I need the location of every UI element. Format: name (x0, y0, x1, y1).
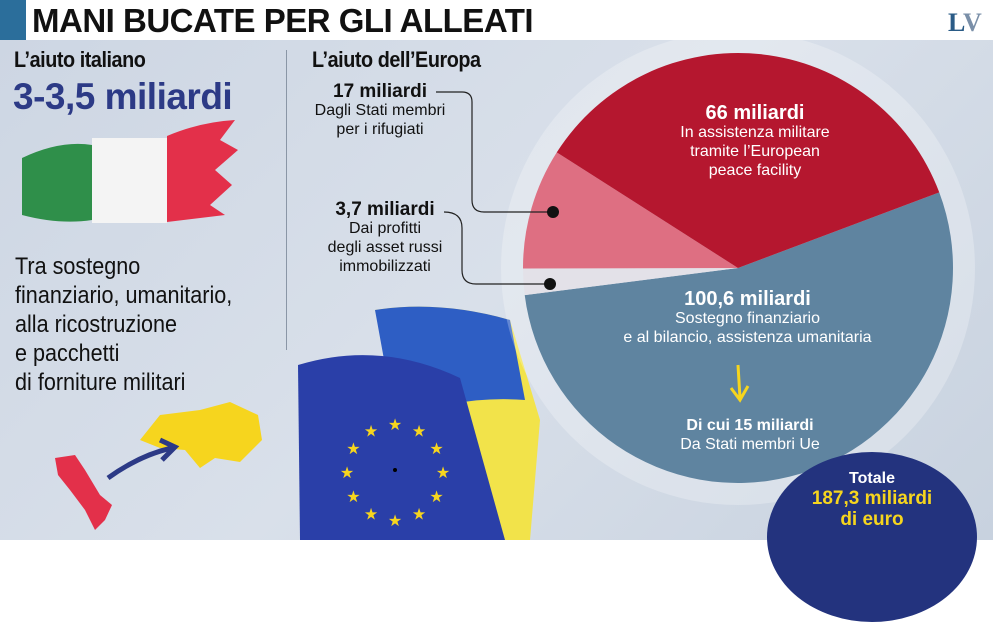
desc-line: finanziario, umanitario, (15, 282, 233, 309)
divider (286, 50, 287, 350)
eu-star-icon: ★ (364, 423, 378, 440)
pie-slice-0 (524, 192, 954, 484)
arrow-icon (106, 445, 173, 481)
slice-desc: tramite l’European (690, 143, 820, 160)
eu-stars-icon: ★★★★★★★★★ ★ ★★ (340, 417, 450, 530)
slice-label: 66 miliardi (705, 102, 805, 124)
total-unit: di euro (840, 509, 904, 530)
total-label: Totale (849, 470, 895, 487)
sub-label: Di cui 15 miliardi (686, 417, 814, 434)
down-arrow-icon (729, 364, 750, 403)
flags-icon (298, 306, 540, 540)
pie-slice-1 (523, 268, 738, 296)
italy-heading: L’aiuto italiano (14, 47, 146, 72)
europe-heading: L’aiuto dell’Europa (312, 47, 481, 72)
italy-amount: 3-3,5 miliardi (13, 76, 233, 117)
ukraine-map-icon (140, 402, 262, 468)
leader-dot-17 (547, 206, 559, 218)
leader-line-3-7 (443, 211, 550, 285)
page-title: MANI BUCATE PER GLI ALLEATI (32, 2, 534, 39)
eu-star-icon: ★ (340, 465, 354, 482)
pie-slice-2 (523, 152, 738, 269)
label-17: 17 miliardi Dagli Stati membri per i rif… (290, 82, 470, 139)
label-100-6: 100,6 miliardi Sostegno finanziario e al… (590, 288, 905, 347)
slice-label: 100,6 miliardi (684, 288, 811, 310)
slice-desc: In assistenza militare (680, 124, 830, 141)
italy-map-icon (55, 455, 112, 530)
slice-desc: peace facility (708, 162, 802, 179)
slice-label: 3,7 miliardi (335, 199, 435, 220)
eu-star-icon: ★ (429, 441, 443, 458)
pie-slice-3 (556, 53, 940, 268)
label-3-7: 3,7 miliardi Dai profitti degli asset ru… (295, 200, 475, 276)
desc-line: alla ricostruzione (15, 311, 178, 338)
eu-star-icon: ★ (346, 441, 360, 458)
total-value: 187,3 miliardi (811, 488, 933, 509)
sub-desc: Da Stati membri Ue (680, 436, 820, 453)
eu-star-icon: ★ (364, 507, 378, 524)
desc-line: e pacchetti (15, 340, 120, 367)
pie-chart (501, 31, 975, 505)
label-66: 66 miliardi In assistenza militare trami… (620, 102, 890, 180)
italian-flag-icon (22, 120, 238, 223)
slice-desc: Sostegno finanziario (675, 310, 820, 327)
eu-star-icon: ★ (429, 489, 443, 506)
slice-desc: e al bilancio, assistenza umanitaria (623, 329, 872, 346)
eu-star-icon: ★ (388, 513, 402, 530)
total-badge: Totale 187,3 miliardi di euro (767, 452, 977, 622)
leader-line-17 (436, 91, 553, 213)
graphics: ★★★★★★★★★ ★ ★★ (22, 31, 975, 540)
logo: LV (948, 8, 982, 37)
slice-desc: degli asset russi (327, 239, 443, 256)
desc-line: Tra sostegno (15, 253, 141, 280)
sub-label-15: Di cui 15 miliardi Da Stati membri Ue (620, 416, 880, 454)
eu-star-icon: ★ (436, 465, 450, 482)
slice-desc: immobilizzati (339, 258, 431, 275)
eu-star-icon: ★ (388, 417, 402, 434)
slice-desc: per i rifugiati (336, 121, 424, 138)
slice-desc: Dagli Stati membri (314, 102, 446, 119)
title-accent (0, 0, 26, 40)
eu-star-icon: ★ (412, 423, 426, 440)
italy-description: Tra sostegno finanziario, umanitario, al… (15, 252, 232, 397)
slice-desc: Dai profitti (348, 220, 422, 237)
slice-label: 17 miliardi (333, 81, 427, 102)
desc-line: di forniture militari (15, 369, 186, 396)
leader-dot-3-7 (544, 278, 556, 290)
eu-star-icon: ★ (346, 489, 360, 506)
eu-star-icon: ★ (412, 507, 426, 524)
